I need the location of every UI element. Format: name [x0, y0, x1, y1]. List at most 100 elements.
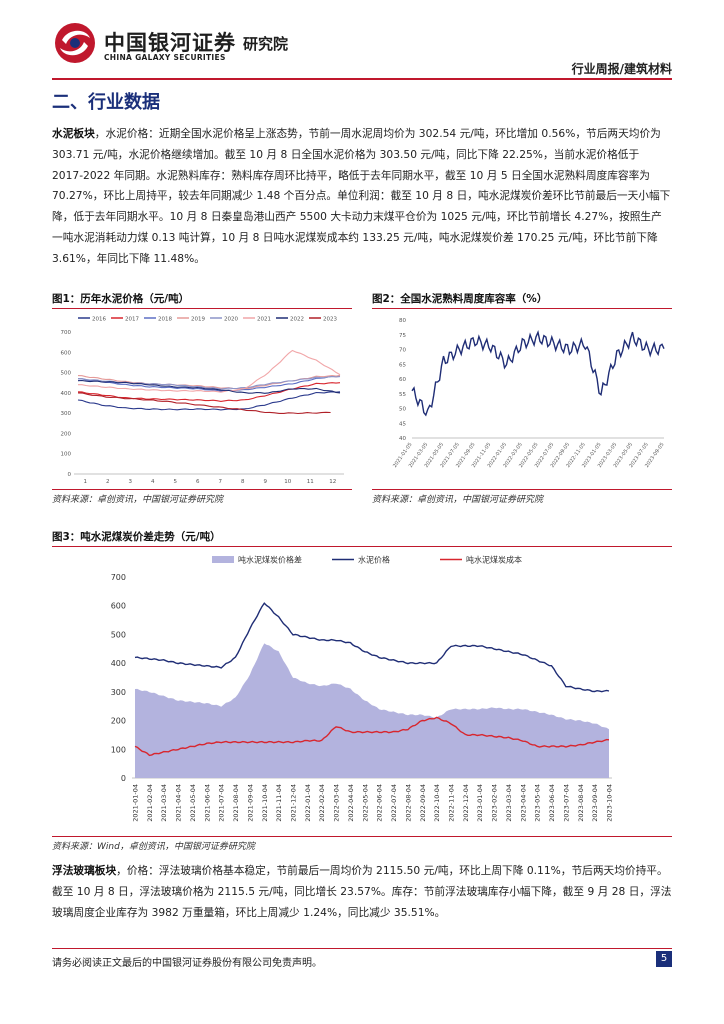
fig2-ytick-label: 45	[399, 421, 406, 427]
fig1-xtick-label: 6	[196, 479, 200, 485]
fig3-xtick-label: 2023-04-04	[519, 784, 527, 822]
fig3-xtick-label: 2023-10-04	[606, 784, 614, 822]
fig3-xtick-label: 2023-06-04	[548, 784, 556, 822]
fig1-ytick-label: 200	[61, 431, 72, 437]
fig1-series-line	[77, 392, 331, 415]
glass-body: ，价格：浮法玻璃价格基本稳定，节前最后一周均价为 2115.50 元/吨，环比上…	[52, 864, 672, 919]
fig3-bottom-rule	[52, 836, 672, 837]
fig1-ytick-label: 0	[68, 472, 72, 478]
fig2-ytick-label: 50	[399, 407, 406, 413]
fig3-xtick-label: 2022-09-04	[419, 784, 427, 822]
fig3-legend-label: 水泥价格	[358, 555, 390, 565]
fig1-legend-label: 2019	[191, 317, 205, 323]
fig1-xtick-label: 12	[329, 479, 336, 485]
fig3-xtick-label: 2023-02-04	[491, 784, 499, 822]
glass-paragraph: 浮法玻璃板块，价格：浮法玻璃价格基本稳定，节前最后一周均价为 2115.50 元…	[52, 861, 672, 923]
fig3-legend-swatch	[212, 556, 234, 563]
report-type: 行业周报/建筑材料	[571, 62, 672, 76]
fig1-top-rule	[52, 308, 352, 309]
fig1-legend: 2016 2017 2018 2019 2020 2021 2022 2023	[78, 317, 337, 323]
fig3-xtick-label: 2021-12-04	[290, 784, 298, 822]
fig2-title: 图2：全国水泥熟料周度库容率（%）	[372, 293, 548, 305]
fig1-bottom-rule	[52, 489, 352, 490]
fig1-ytick-label: 600	[61, 350, 72, 356]
fig1-ytick-label: 500	[61, 371, 72, 377]
fig3-xtick-label: 2022-06-04	[376, 784, 384, 822]
footer-divider	[52, 948, 672, 949]
fig3-xtick-label: 2023-07-04	[562, 784, 570, 822]
fig3-legend: 吨水泥煤炭价格差 水泥价格 吨水泥煤炭成本	[212, 555, 522, 565]
fig3-ytick-label: 0	[121, 774, 126, 783]
page-number: 5	[656, 951, 672, 967]
fig3-xtick-label: 2022-10-04	[433, 784, 441, 822]
fig3-cost-line	[134, 716, 610, 757]
fig1-legend-label: 2020	[224, 317, 238, 323]
fig3-xtick-label: 2022-11-04	[448, 784, 456, 822]
fig3-xtick-label: 2022-08-04	[404, 784, 412, 822]
fig3-legend-label: 吨水泥煤炭成本	[466, 555, 522, 565]
glass-label: 浮法玻璃板块	[52, 864, 117, 877]
fig1-xtick-label: 10	[284, 479, 291, 485]
fig1-legend-label: 2018	[158, 317, 172, 323]
fig1-xtick-label: 1	[84, 479, 88, 485]
fig2-series-line	[411, 330, 665, 417]
fig1-series-line	[78, 349, 341, 393]
fig1-ytick-label: 300	[61, 411, 72, 417]
fig1-legend-label: 2016	[92, 317, 106, 323]
fig3-xtick-label: 2021-03-04	[160, 784, 168, 822]
fig3-ytick-label: 400	[111, 659, 126, 668]
fig2-ytick-label: 55	[399, 392, 406, 398]
fig2-chart: 8075706560555045402021-01-052021-03-0520…	[392, 318, 666, 469]
fig3-ytick-label: 600	[111, 602, 126, 611]
fig3-title: 图3：吨水泥煤炭价差走势（元/吨）	[52, 531, 221, 543]
fig3-ytick-label: 100	[111, 745, 126, 754]
cement-label: 水泥板块	[52, 127, 95, 140]
fig1-legend-label: 2021	[257, 317, 271, 323]
brand-name-cn: 中国银河证券	[104, 31, 236, 55]
fig1-source: 资料来源：卓创资讯，中国银河证券研究院	[52, 495, 224, 505]
fig1-xtick-label: 9	[264, 479, 268, 485]
fig1-series-line	[77, 375, 341, 392]
fig3-spread-area	[135, 643, 609, 778]
fig3-xtick-label: 2021-02-04	[146, 784, 154, 822]
fig2-ytick-label: 70	[399, 348, 406, 354]
fig2-ytick-label: 80	[399, 318, 406, 324]
fig1-xtick-label: 8	[241, 479, 245, 485]
fig3-price-line	[134, 602, 610, 693]
fig1-legend-label: 2022	[290, 317, 304, 323]
fig3-xtick-label: 2023-08-04	[577, 784, 585, 822]
fig3-top-rule	[52, 546, 672, 547]
fig1-legend-label: 2023	[323, 317, 337, 323]
fig1-xtick-label: 7	[219, 479, 223, 485]
fig3-chart: 吨水泥煤炭价格差 水泥价格 吨水泥煤炭成本 700 600 500 400 300 200 100…	[111, 555, 614, 822]
fig2-bottom-rule	[372, 489, 672, 490]
section-title: 二、行业数据	[52, 92, 160, 113]
fig1-ytick-label: 700	[61, 330, 72, 336]
fig3-xtick-label: 2023-09-04	[591, 784, 599, 822]
fig3-xtick-label: 2022-02-04	[318, 784, 326, 822]
fig2-ytick-label: 40	[399, 436, 406, 442]
fig2-ytick-label: 75	[399, 333, 406, 339]
fig3-xtick-label: 2021-04-04	[175, 784, 183, 822]
fig2-source: 资料来源：卓创资讯，中国银河证券研究院	[372, 495, 544, 505]
fig3-xtick-label: 2021-06-04	[203, 784, 211, 822]
fig1-chart: 2016 2017 2018 2019 2020 2021 2022 2023 700 600 50…	[61, 317, 344, 485]
fig2-ytick-label: 65	[399, 362, 406, 368]
header-divider	[52, 78, 672, 80]
fig1-legend-label: 2017	[125, 317, 139, 323]
fig3-xtick-label: 2023-01-04	[476, 784, 484, 822]
fig1-ytick-label: 100	[61, 452, 72, 458]
brand-name-en: CHINA GALAXY SECURITIES	[104, 53, 226, 62]
fig3-xtick-label: 2021-01-04	[132, 784, 140, 822]
fig1-title: 图1：历年水泥价格（元/吨）	[52, 293, 190, 305]
fig3-xtick-label: 2022-04-04	[347, 784, 355, 822]
fig3-xtick-label: 2022-07-04	[390, 784, 398, 822]
fig3-xtick-label: 2023-03-04	[505, 784, 513, 822]
fig2-top-rule	[372, 308, 672, 309]
fig1-ytick-label: 400	[61, 391, 72, 397]
galaxy-logo-icon	[55, 23, 95, 63]
fig3-xtick-label: 2021-10-04	[261, 784, 269, 822]
fig1-xtick-label: 4	[151, 479, 155, 485]
cement-body: ，水泥价格：近期全国水泥价格呈上涨态势，节前一周水泥周均价为 302.54 元/…	[52, 127, 671, 265]
fig3-xtick-label: 2023-05-04	[534, 784, 542, 822]
